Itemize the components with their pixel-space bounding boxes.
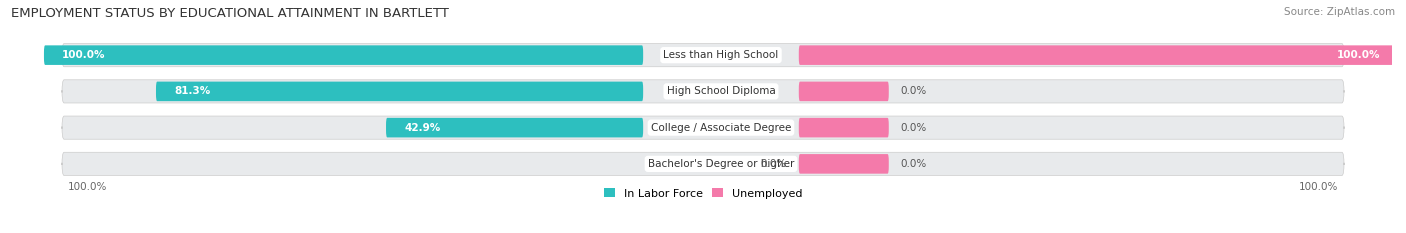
Text: Source: ZipAtlas.com: Source: ZipAtlas.com bbox=[1284, 7, 1395, 17]
Text: 100.0%: 100.0% bbox=[1299, 182, 1339, 192]
FancyBboxPatch shape bbox=[799, 45, 1398, 65]
Text: 42.9%: 42.9% bbox=[404, 123, 440, 133]
Text: High School Diploma: High School Diploma bbox=[666, 86, 775, 96]
Text: Less than High School: Less than High School bbox=[664, 50, 779, 60]
FancyBboxPatch shape bbox=[44, 45, 643, 65]
FancyBboxPatch shape bbox=[62, 116, 1344, 139]
FancyBboxPatch shape bbox=[799, 154, 889, 174]
FancyBboxPatch shape bbox=[62, 80, 1344, 103]
FancyBboxPatch shape bbox=[156, 82, 643, 101]
Text: 100.0%: 100.0% bbox=[62, 50, 105, 60]
Text: EMPLOYMENT STATUS BY EDUCATIONAL ATTAINMENT IN BARTLETT: EMPLOYMENT STATUS BY EDUCATIONAL ATTAINM… bbox=[11, 7, 449, 20]
Text: 0.0%: 0.0% bbox=[901, 123, 927, 133]
FancyBboxPatch shape bbox=[62, 152, 1344, 175]
Text: 0.0%: 0.0% bbox=[901, 159, 927, 169]
Text: 100.0%: 100.0% bbox=[1337, 50, 1379, 60]
Text: College / Associate Degree: College / Associate Degree bbox=[651, 123, 792, 133]
Text: Bachelor's Degree or higher: Bachelor's Degree or higher bbox=[648, 159, 794, 169]
Text: 81.3%: 81.3% bbox=[174, 86, 211, 96]
Legend: In Labor Force, Unemployed: In Labor Force, Unemployed bbox=[603, 188, 803, 199]
Text: 100.0%: 100.0% bbox=[67, 182, 107, 192]
Text: 0.0%: 0.0% bbox=[761, 159, 787, 169]
Text: 0.0%: 0.0% bbox=[901, 86, 927, 96]
FancyBboxPatch shape bbox=[62, 44, 1344, 67]
FancyBboxPatch shape bbox=[387, 118, 643, 137]
FancyBboxPatch shape bbox=[799, 118, 889, 137]
FancyBboxPatch shape bbox=[799, 82, 889, 101]
